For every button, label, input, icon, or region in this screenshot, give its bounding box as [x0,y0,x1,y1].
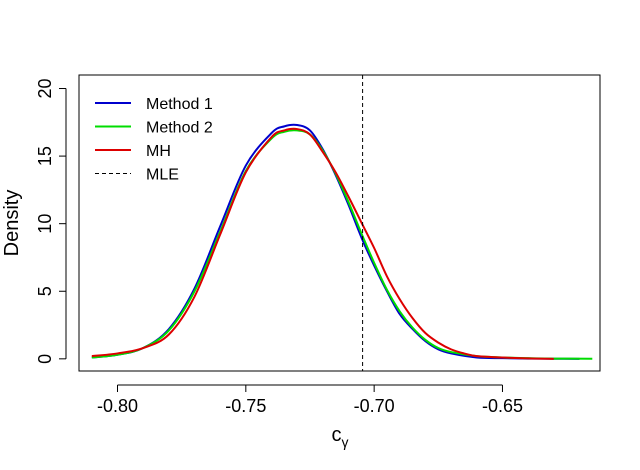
x-tick-label: -0.75 [225,396,266,416]
y-tick-label: 0 [35,354,55,364]
legend-label-method-2: Method 2 [146,120,213,137]
x-tick-label: -0.80 [97,396,138,416]
y-tick-label: 10 [35,214,55,234]
series-line-method-2 [91,129,593,360]
legend-label-method-1: Method 1 [146,96,213,113]
y-axis: 0 5 10 15 20 [35,79,67,364]
y-tick-label: 5 [35,286,55,296]
legend-label-mh: MH [146,143,171,160]
y-tick-label: 20 [35,79,55,99]
legend: Method 1 Method 2 MH MLE [95,96,213,184]
x-axis-title-main: c [332,424,342,446]
x-tick-label: -0.65 [482,396,523,416]
plot-frame [78,74,601,372]
x-axis-title: cγ [332,424,349,450]
x-tick-label: -0.70 [354,396,395,416]
y-axis-title: Density [1,190,23,257]
y-tick-label: 15 [35,146,55,166]
series-line-mh [91,127,554,360]
series-line-method-1 [91,123,580,360]
series-layer [91,123,593,360]
x-axis: -0.80 -0.75 -0.70 -0.65 [97,384,523,416]
x-axis-title-subscript: γ [342,434,349,450]
legend-label-mle: MLE [146,167,179,184]
